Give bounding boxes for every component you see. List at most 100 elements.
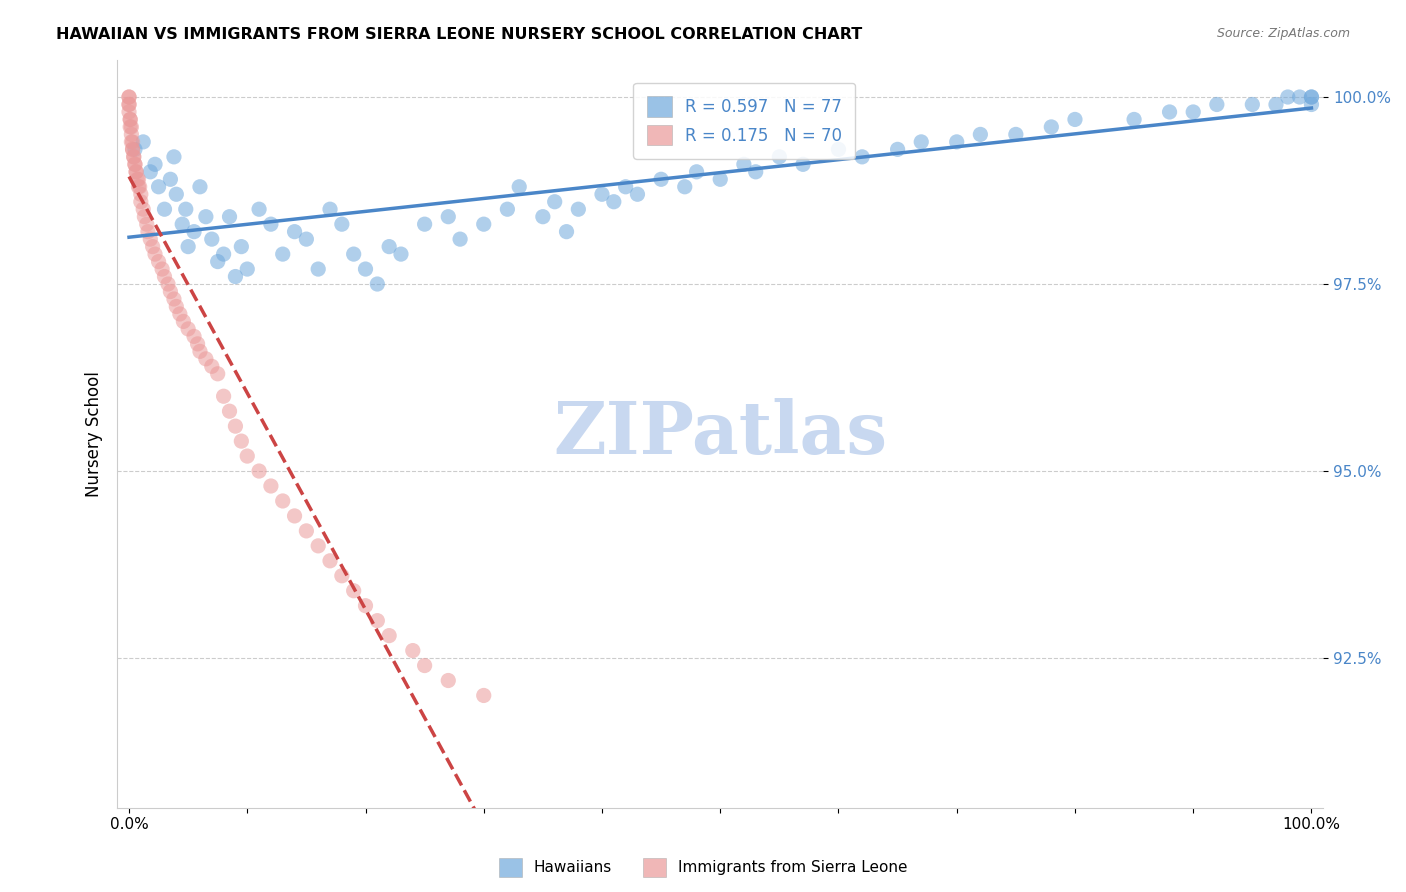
Point — [437, 673, 460, 688]
Point — [472, 217, 495, 231]
Point — [124, 142, 146, 156]
Point — [224, 269, 246, 284]
Point — [378, 239, 401, 253]
Point — [148, 179, 170, 194]
Point — [851, 150, 873, 164]
Point — [271, 494, 294, 508]
Point — [1277, 90, 1299, 104]
Text: ZIPatlas: ZIPatlas — [553, 398, 887, 469]
Point — [1288, 90, 1310, 104]
Point — [827, 142, 849, 156]
Point — [122, 150, 145, 164]
Point — [169, 307, 191, 321]
Point — [413, 658, 436, 673]
Point — [295, 524, 318, 538]
Point — [143, 247, 166, 261]
Point — [343, 583, 366, 598]
Point — [591, 187, 613, 202]
Point — [118, 105, 141, 120]
Legend: Hawaiians, Immigrants from Sierra Leone: Hawaiians, Immigrants from Sierra Leone — [491, 850, 915, 884]
Point — [283, 225, 305, 239]
Point — [183, 329, 205, 343]
Point — [1205, 97, 1227, 112]
Point — [231, 239, 253, 253]
Point — [177, 239, 200, 253]
Point — [389, 247, 412, 261]
Point — [194, 210, 217, 224]
Point — [201, 359, 224, 374]
Point — [307, 262, 329, 277]
Point — [1159, 105, 1181, 120]
Point — [271, 247, 294, 261]
Point — [768, 150, 790, 164]
Point — [159, 285, 181, 299]
Point — [886, 142, 908, 156]
Point — [319, 554, 342, 568]
Point — [207, 367, 229, 381]
Point — [910, 135, 932, 149]
Point — [449, 232, 471, 246]
Point — [127, 172, 149, 186]
Point — [603, 194, 626, 209]
Point — [125, 165, 148, 179]
Point — [165, 187, 187, 202]
Point — [212, 247, 235, 261]
Point — [177, 322, 200, 336]
Point — [969, 128, 991, 142]
Point — [120, 120, 142, 134]
Point — [508, 179, 530, 194]
Text: HAWAIIAN VS IMMIGRANTS FROM SIERRA LEONE NURSERY SCHOOL CORRELATION CHART: HAWAIIAN VS IMMIGRANTS FROM SIERRA LEONE… — [56, 27, 862, 42]
Point — [121, 142, 143, 156]
Point — [150, 262, 173, 277]
Point — [120, 128, 142, 142]
Point — [153, 202, 176, 217]
Point — [212, 389, 235, 403]
Point — [135, 217, 157, 231]
Point — [402, 643, 425, 657]
Point — [531, 210, 554, 224]
Point — [163, 150, 186, 164]
Point — [125, 165, 148, 179]
Point — [247, 464, 270, 478]
Point — [165, 300, 187, 314]
Point — [118, 97, 141, 112]
Point — [132, 202, 155, 217]
Point — [129, 194, 152, 209]
Point — [163, 292, 186, 306]
Point — [120, 120, 142, 134]
Point — [159, 172, 181, 186]
Point — [172, 314, 194, 328]
Point — [127, 172, 149, 186]
Point — [134, 210, 156, 224]
Point — [614, 179, 637, 194]
Point — [124, 157, 146, 171]
Point — [685, 165, 707, 179]
Point — [378, 629, 401, 643]
Point — [120, 112, 142, 127]
Point — [555, 225, 578, 239]
Point — [1123, 112, 1146, 127]
Text: Source: ZipAtlas.com: Source: ZipAtlas.com — [1216, 27, 1350, 40]
Point — [354, 262, 377, 277]
Point — [157, 277, 180, 291]
Point — [366, 277, 388, 291]
Point — [121, 135, 143, 149]
Point — [792, 157, 814, 171]
Point — [236, 449, 259, 463]
Point — [1182, 105, 1205, 120]
Point — [231, 434, 253, 449]
Point — [496, 202, 519, 217]
Point — [118, 97, 141, 112]
Point — [1301, 97, 1323, 112]
Point — [260, 479, 283, 493]
Point — [319, 202, 342, 217]
Point — [188, 179, 211, 194]
Point — [174, 202, 197, 217]
Point — [1301, 90, 1323, 104]
Point — [673, 179, 696, 194]
Point — [172, 217, 194, 231]
Point — [626, 187, 648, 202]
Point — [354, 599, 377, 613]
Point — [153, 269, 176, 284]
Point — [122, 150, 145, 164]
